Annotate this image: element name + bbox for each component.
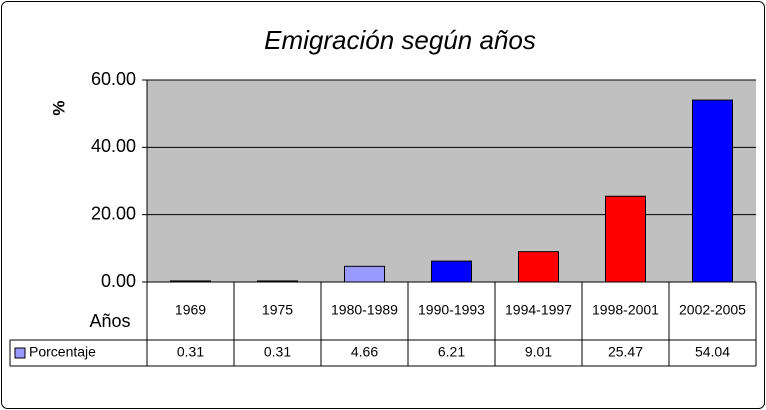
x-tick-label: 1990-1993 (418, 302, 485, 318)
y-axis-label: % (49, 100, 68, 115)
x-tick-label: 1975 (262, 302, 293, 318)
y-tick-label: 40.00 (91, 136, 136, 156)
bar (605, 195, 646, 283)
table-value: 54.04 (695, 344, 730, 360)
y-tick-label: 60.00 (91, 69, 136, 89)
x-tick-label: 1998-2001 (592, 302, 659, 318)
bar (518, 251, 559, 283)
plot-area (147, 80, 756, 282)
table-value: 0.31 (264, 344, 291, 360)
legend-key (14, 347, 26, 359)
y-tick-label: 20.00 (91, 203, 136, 223)
bar (692, 99, 733, 283)
table-value: 6.21 (438, 344, 465, 360)
x-tick-label: 2002-2005 (679, 302, 746, 318)
bar (344, 265, 385, 283)
table-value: 0.31 (177, 344, 204, 360)
table-value: 9.01 (525, 344, 552, 360)
x-tick-label: 1994-1997 (505, 302, 572, 318)
x-axis-label: Años (89, 311, 130, 331)
legend-label: Porcentaje (29, 344, 96, 360)
table-value: 25.47 (608, 344, 643, 360)
table-value: 4.66 (351, 344, 378, 360)
x-tick-label: 1969 (175, 302, 206, 318)
x-tick-label: 1980-1989 (331, 302, 398, 318)
y-tick-label: 0.00 (101, 271, 136, 291)
bar (431, 260, 472, 283)
chart-title: Emigración según años (264, 25, 536, 55)
